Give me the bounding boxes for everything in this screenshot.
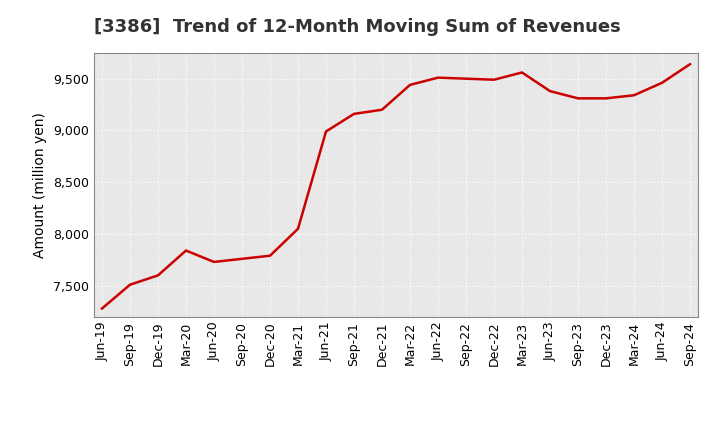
Y-axis label: Amount (million yen): Amount (million yen) bbox=[33, 112, 48, 258]
Text: [3386]  Trend of 12-Month Moving Sum of Revenues: [3386] Trend of 12-Month Moving Sum of R… bbox=[94, 18, 621, 36]
